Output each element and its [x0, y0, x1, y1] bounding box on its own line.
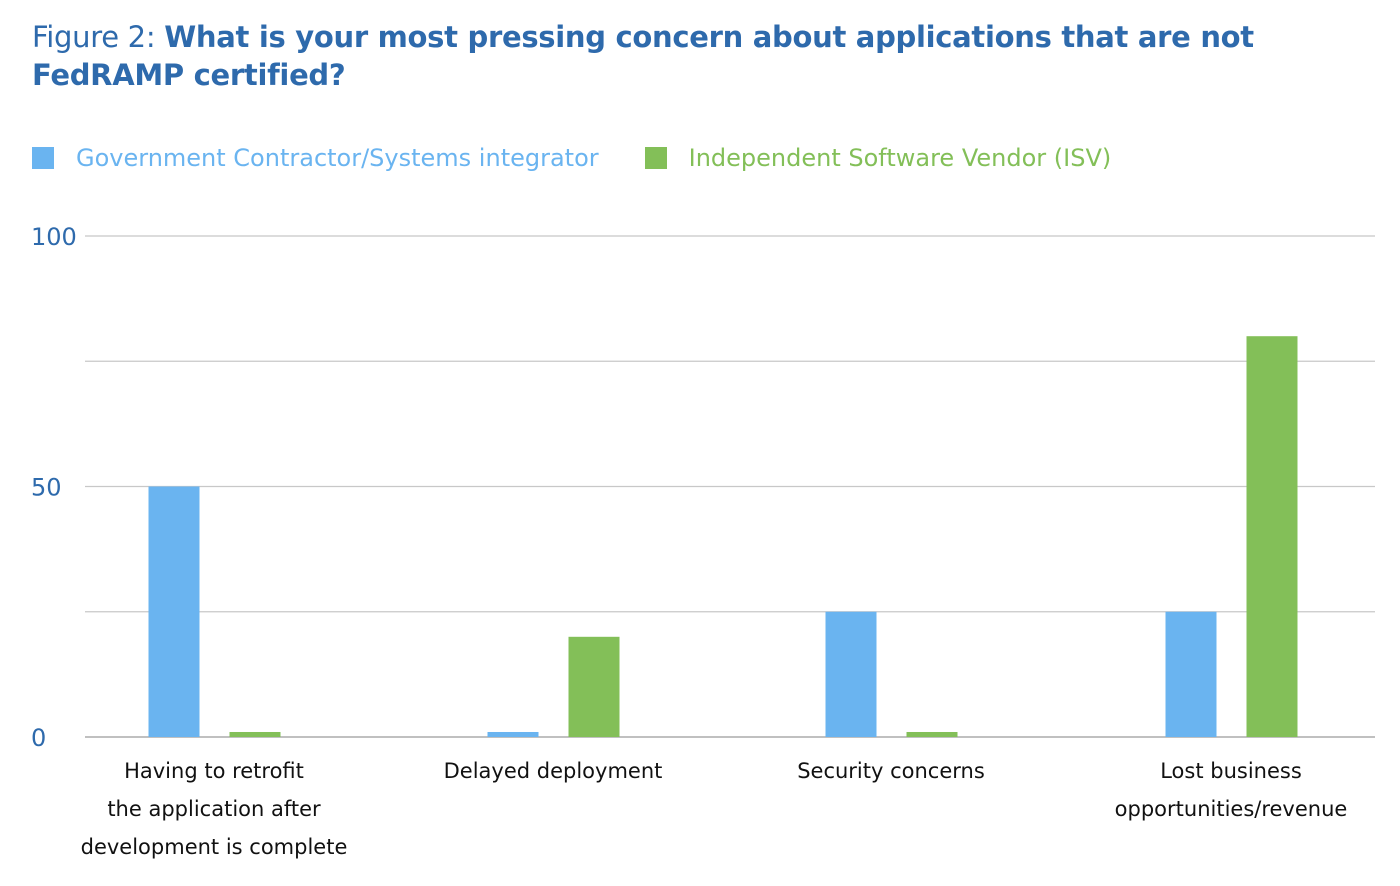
x-category-label: development is complete	[81, 835, 348, 859]
legend-label-gov-contractor: Government Contractor/Systems integrator	[76, 144, 599, 172]
y-tick-label: 100	[31, 223, 77, 251]
chart-title: Figure 2: What is your most pressing con…	[32, 18, 1332, 94]
x-category-label: the application after	[107, 797, 321, 821]
x-category-label: Security concerns	[797, 759, 985, 783]
y-tick-label: 50	[31, 474, 62, 502]
figure-question: What is your most pressing concern about…	[32, 20, 1254, 92]
x-category-label: opportunities/revenue	[1115, 797, 1348, 821]
legend-label-isv: Independent Software Vendor (ISV)	[688, 144, 1112, 172]
legend: Government Contractor/Systems integrator…	[32, 144, 1157, 172]
legend-item-gov-contractor: Government Contractor/Systems integrator	[32, 144, 599, 172]
x-category-label: Lost business	[1160, 759, 1302, 783]
figure-prefix: Figure 2:	[32, 20, 165, 54]
legend-item-isv: Independent Software Vendor (ISV)	[644, 144, 1112, 172]
bar-gov-contractor	[1165, 611, 1217, 737]
bar-isv	[568, 636, 620, 737]
bar-isv	[906, 731, 958, 737]
x-category-label: Having to retrofit	[124, 759, 304, 783]
bar-isv	[229, 731, 281, 737]
bar-isv	[1246, 336, 1298, 737]
legend-swatch-gov-contractor	[32, 147, 54, 169]
bar-gov-contractor	[825, 611, 877, 737]
y-tick-label: 0	[31, 724, 46, 752]
bar-gov-contractor	[148, 486, 200, 737]
legend-swatch-isv	[644, 147, 667, 169]
x-category-label: Delayed deployment	[444, 759, 663, 783]
bar-gov-contractor	[487, 731, 539, 737]
